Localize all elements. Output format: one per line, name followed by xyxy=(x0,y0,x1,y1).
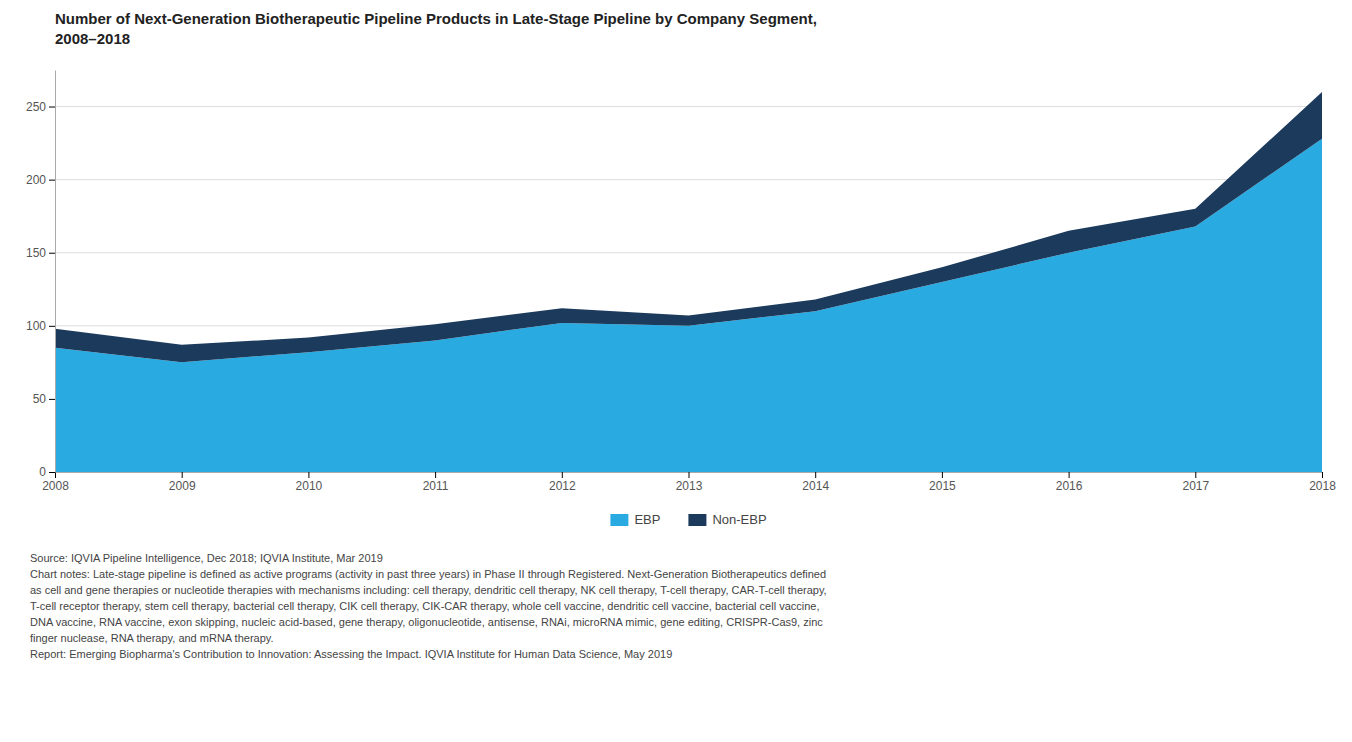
y-tick-mark xyxy=(49,107,55,108)
x-tick-mark xyxy=(815,472,816,478)
title: Number of Next-Generation Biotherapeutic… xyxy=(55,10,817,27)
legend-label: Non-EBP xyxy=(712,512,766,527)
y-tick: 100 xyxy=(26,319,55,333)
notes: Source: IQVIA Pipeline Intelligence, Dec… xyxy=(30,552,827,660)
chart: Number of Next-Generation Biotherapeutic… xyxy=(0,0,1352,742)
y-axis-line xyxy=(55,71,56,473)
x-tick: 2008 xyxy=(42,472,69,493)
x-tick: 2017 xyxy=(1182,472,1209,493)
title: 2008–2018 xyxy=(55,30,130,47)
x-tick-mark xyxy=(562,472,563,478)
x-tick: 2010 xyxy=(296,472,323,493)
grid xyxy=(55,107,1322,472)
note: Chart notes: Late-stage pipeline is defi… xyxy=(30,568,826,580)
x-tick-mark xyxy=(1322,472,1323,478)
y-tick-label: 150 xyxy=(26,246,46,260)
x-tick-label: 2017 xyxy=(1182,479,1209,493)
x-tick-label: 2014 xyxy=(802,479,829,493)
y-tick-label: 50 xyxy=(33,392,47,406)
y-tick-label: 200 xyxy=(26,173,46,187)
areas xyxy=(55,92,1322,472)
x-tick-mark xyxy=(308,472,309,478)
note: T-cell receptor therapy, stem cell thera… xyxy=(30,600,819,612)
legend-swatch xyxy=(610,514,628,526)
y-tick: 250 xyxy=(26,100,55,114)
x-tick-mark xyxy=(689,472,690,478)
x-tick-label: 2012 xyxy=(549,479,576,493)
x-tick-label: 2010 xyxy=(296,479,323,493)
y-tick: 0 xyxy=(39,465,55,479)
legend-item: EBP xyxy=(610,512,660,527)
grid-line xyxy=(55,106,1322,107)
y-tick-label: 100 xyxy=(26,319,46,333)
x-tick: 2014 xyxy=(802,472,829,493)
area xyxy=(55,139,1322,472)
x-axis: 2008 2009 2010 2011 2012 2013 2014 2015 2016 2017… xyxy=(42,472,1336,493)
x-tick-mark xyxy=(1195,472,1196,478)
x-tick: 2016 xyxy=(1056,472,1083,493)
legend-item: Non-EBP xyxy=(688,512,766,527)
area xyxy=(55,92,1322,362)
note: DNA vaccine, RNA vaccine, exon skipping,… xyxy=(30,616,823,628)
y-tick: 50 xyxy=(33,392,55,406)
x-tick-mark xyxy=(55,472,56,478)
y-tick-mark xyxy=(49,180,55,181)
plot: 2008 2009 2010 2011 2012 2013 2014 2015 2016 2017… xyxy=(26,71,1336,493)
grid-line xyxy=(55,179,1322,180)
x-tick-mark xyxy=(942,472,943,478)
legend-label: EBP xyxy=(634,512,660,527)
y-tick: 150 xyxy=(26,246,55,260)
x-tick-mark xyxy=(435,472,436,478)
legend-swatch xyxy=(688,514,706,526)
x-tick-label: 2016 xyxy=(1056,479,1083,493)
x-tick: 2013 xyxy=(676,472,703,493)
y-tick-label: 0 xyxy=(39,465,46,479)
y-tick-mark xyxy=(49,399,55,400)
y-tick-label: 250 xyxy=(26,100,46,114)
x-tick-mark xyxy=(1069,472,1070,478)
y-tick-mark xyxy=(49,253,55,254)
note: Report: Emerging Biopharma's Contributio… xyxy=(30,648,672,660)
x-tick: 2015 xyxy=(929,472,956,493)
x-tick-label: 2015 xyxy=(929,479,956,493)
y-axis: 0 50 100 150 200 250 xyxy=(26,71,56,480)
x-tick: 2011 xyxy=(423,472,449,493)
x-tick: 2018 xyxy=(1309,472,1336,493)
y-tick-mark xyxy=(49,472,55,473)
y-tick: 200 xyxy=(26,173,55,187)
x-tick-label: 2009 xyxy=(169,479,196,493)
x-tick-mark xyxy=(182,472,183,478)
x-tick: 2009 xyxy=(169,472,196,493)
legend: EBP Non-EBP xyxy=(610,512,766,527)
x-tick-label: 2018 xyxy=(1309,479,1336,493)
y-tick-mark xyxy=(49,326,55,327)
x-tick: 2012 xyxy=(549,472,576,493)
x-tick-label: 2011 xyxy=(423,479,449,493)
x-tick-label: 2013 xyxy=(676,479,703,493)
note: finger nuclease, RNA therapy, and mRNA t… xyxy=(30,632,274,644)
note: as cell and gene therapies or nucleotide… xyxy=(30,584,827,596)
x-tick-label: 2008 xyxy=(42,479,69,493)
note: Source: IQVIA Pipeline Intelligence, Dec… xyxy=(30,552,383,564)
